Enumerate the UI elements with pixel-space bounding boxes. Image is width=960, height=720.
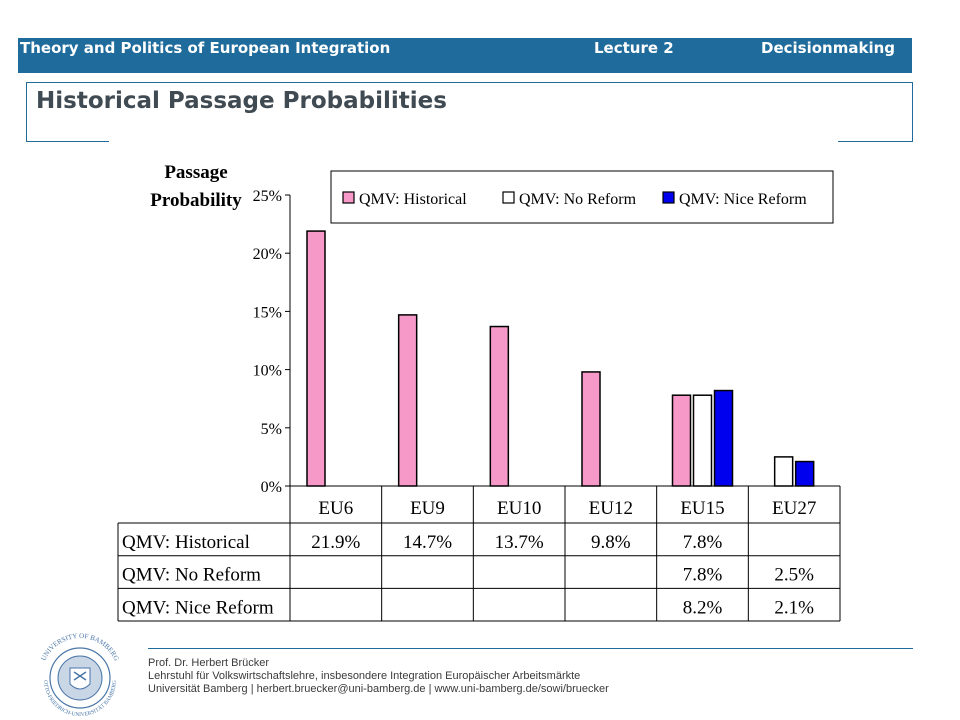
y-tick-label: 25% [253, 188, 282, 205]
table-value: 21.9% [311, 532, 360, 553]
table-value: 7.8% [683, 532, 723, 553]
footer-divider [148, 648, 913, 649]
bar-eu27-qmv-nice-reform [794, 460, 815, 487]
legend-label: QMV: No Reform [519, 191, 637, 208]
table-row-label: QMV: Historical [122, 532, 250, 553]
table-value: 2.5% [774, 565, 814, 586]
category-label: EU15 [680, 498, 724, 519]
table-value: 9.8% [591, 532, 631, 553]
legend-swatch [342, 191, 355, 204]
header-bar: Theory and Politics of European Integrat… [18, 38, 912, 73]
bar-eu12-qmv-historical [581, 371, 601, 487]
y-tick-label: 5% [261, 421, 282, 438]
bar-eu27-qmv-no-reform [773, 456, 794, 487]
bar-eu15-qmv-nice-reform [713, 389, 734, 487]
lecture-number: Lecture 2 [594, 39, 674, 57]
footer-contact: Universität Bamberg | herbert.bruecker@u… [148, 683, 609, 695]
bar-eu10-qmv-historical [489, 325, 510, 487]
y-tick-label: 20% [253, 246, 282, 263]
y-axis-label-line1: Passage [164, 162, 227, 183]
category-label: EU6 [318, 498, 353, 519]
bar-eu6-qmv-historical [306, 230, 326, 487]
course-title: Theory and Politics of European Integrat… [20, 39, 391, 57]
y-axis-label-line2: Probability [150, 190, 242, 211]
footer-chair: Lehrstuhl für Volkswirtschaftslehre, ins… [148, 670, 581, 682]
footer-author: Prof. Dr. Herbert Brücker [148, 657, 270, 669]
table-value: 14.7% [403, 532, 452, 553]
lecture-topic: Decisionmaking [761, 39, 895, 57]
table-value: 7.8% [683, 565, 723, 586]
table-value: 13.7% [495, 532, 544, 553]
category-label: EU9 [410, 498, 445, 519]
legend-swatch [502, 191, 515, 204]
footer: Prof. Dr. Herbert Brücker Lehrstuhl für … [148, 657, 609, 696]
university-seal: UNIVERSITY OF BAMBERG OTTO-FRIEDRICH-UNI… [40, 632, 121, 718]
table-row-label: QMV: Nice Reform [122, 597, 274, 618]
y-tick-label: 15% [253, 304, 282, 321]
legend-swatch [662, 191, 675, 204]
legend-label: QMV: Historical [359, 191, 467, 208]
category-label: EU27 [772, 498, 816, 519]
y-tick-label: 10% [253, 363, 282, 380]
slide-title: Historical Passage Probabilities [36, 88, 447, 114]
category-label: EU10 [497, 498, 541, 519]
y-tick-label: 0% [261, 479, 282, 496]
title-frame [26, 82, 913, 142]
table-value: 2.1% [774, 597, 814, 618]
category-label: EU12 [589, 498, 633, 519]
table-value: 8.2% [683, 597, 723, 618]
bar-eu15-qmv-no-reform [692, 394, 713, 487]
bar-eu9-qmv-historical [397, 314, 418, 487]
legend-label: QMV: Nice Reform [679, 191, 807, 208]
bar-eu15-qmv-historical [671, 394, 692, 487]
table-row-label: QMV: No Reform [122, 565, 261, 586]
legend-box [330, 170, 834, 224]
